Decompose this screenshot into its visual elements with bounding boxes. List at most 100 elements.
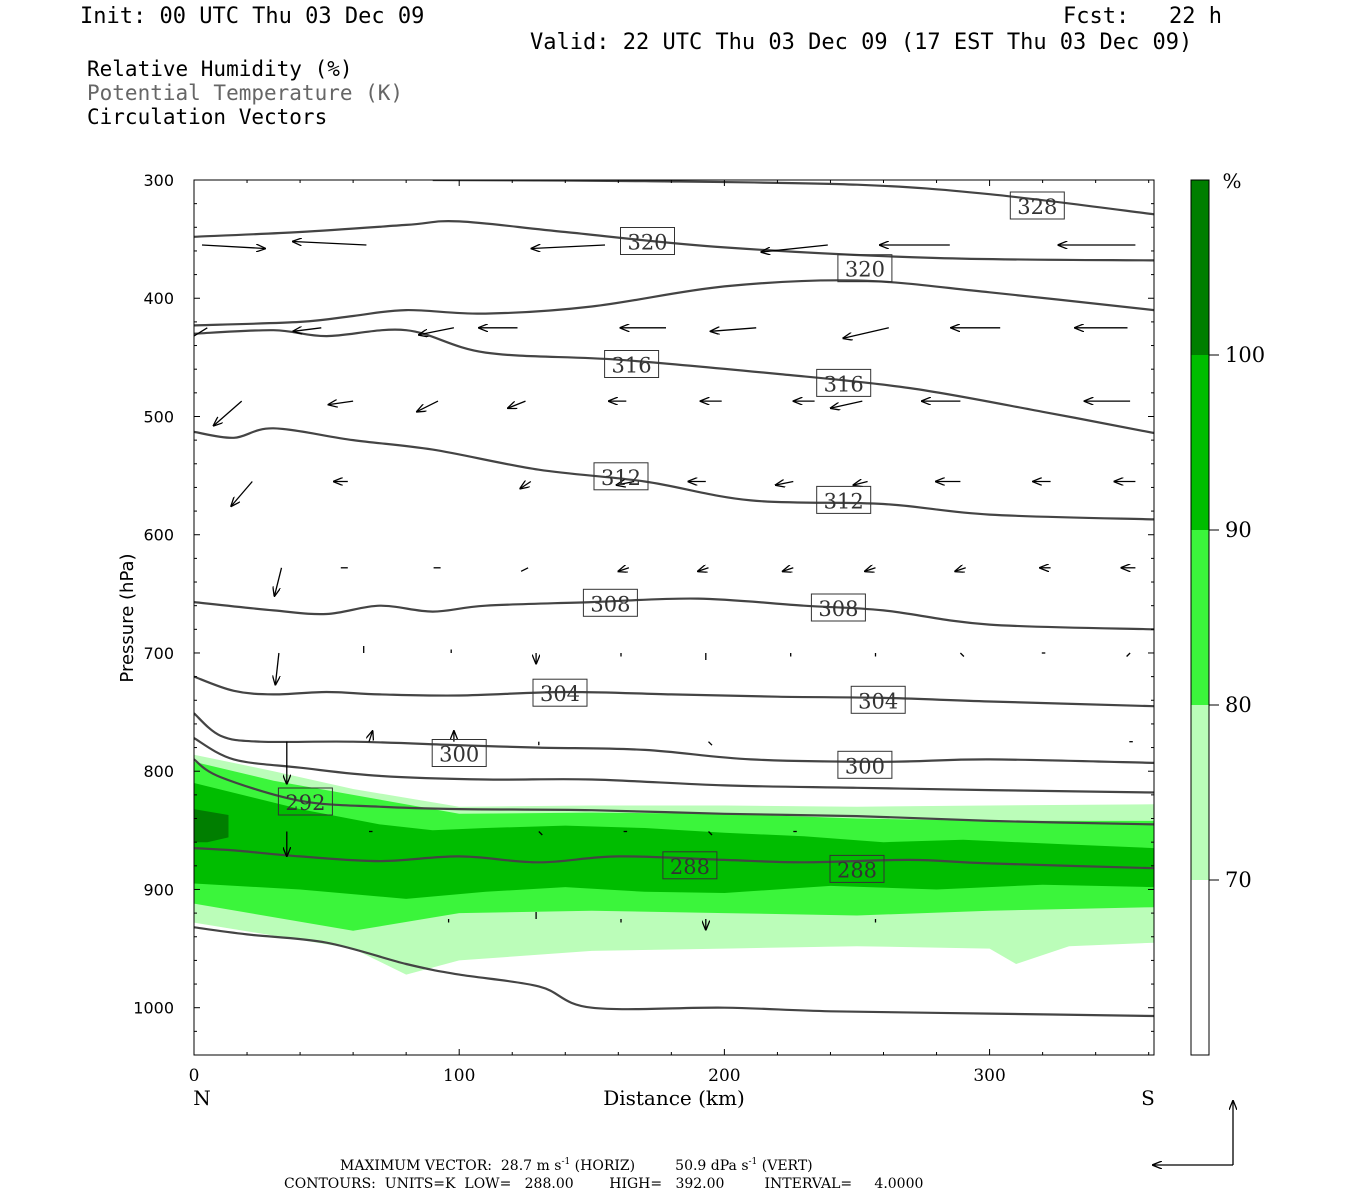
y-tick-label: 300 bbox=[143, 171, 174, 190]
contour-label-text: 300 bbox=[845, 754, 885, 778]
y-tick-label: 700 bbox=[143, 644, 174, 663]
circulation-vector bbox=[231, 481, 253, 507]
plot-frame bbox=[193, 179, 1155, 1056]
contour-label-text: 316 bbox=[612, 354, 652, 378]
contour-label-text: 328 bbox=[1017, 195, 1057, 219]
contour-label: 312 bbox=[593, 462, 649, 491]
contour-label-text: 312 bbox=[601, 466, 641, 490]
contour-label: 300 bbox=[431, 739, 487, 767]
y-tick-label: 800 bbox=[143, 762, 174, 781]
colorbar-segment bbox=[1191, 180, 1209, 355]
theta-contour-320 bbox=[194, 279, 1154, 327]
contour-label-text: 304 bbox=[540, 682, 580, 706]
circulation-vector bbox=[532, 245, 606, 249]
circulation-vector bbox=[520, 567, 529, 572]
circulation-vector bbox=[508, 400, 526, 408]
circulation-vector bbox=[520, 482, 532, 489]
contour-label-text: 304 bbox=[858, 689, 898, 713]
colorbar-level-label: 100 bbox=[1225, 343, 1265, 367]
x-tick-label: 100 bbox=[443, 1066, 475, 1086]
circulation-vector bbox=[618, 568, 630, 572]
theta-contour-300 bbox=[194, 712, 1154, 764]
contour-label-text: 312 bbox=[824, 489, 864, 513]
colorbar-segment bbox=[1191, 355, 1209, 530]
circulation-vector bbox=[214, 400, 243, 426]
axes: 300 400 500 600 700 800 900 1000 0 100 200 300 bbox=[133, 171, 1154, 1086]
theta-contour-292 bbox=[194, 758, 1154, 826]
contour-label: 312 bbox=[816, 485, 872, 514]
contour-label-box bbox=[816, 368, 872, 397]
x-tick-label: 0 bbox=[189, 1066, 200, 1086]
colorbar-unit: % bbox=[1222, 169, 1241, 193]
circulation-vector bbox=[865, 568, 876, 572]
circulation-vector bbox=[843, 327, 889, 339]
y-axis-label: Pressure (hPa) bbox=[117, 553, 138, 682]
circulation-vector bbox=[708, 741, 713, 746]
contour-label-box bbox=[620, 227, 675, 255]
contour-label: 288 bbox=[829, 854, 885, 883]
contour-label: 320 bbox=[837, 254, 893, 283]
endpoint-north: N bbox=[193, 1086, 211, 1110]
contour-label: 304 bbox=[850, 685, 906, 714]
circulation-vector bbox=[959, 652, 965, 657]
rh-region-90 bbox=[194, 783, 1154, 899]
x-tick-label: 300 bbox=[973, 1066, 1005, 1086]
contour-label-text: 292 bbox=[285, 791, 325, 815]
circulation-vector bbox=[275, 567, 283, 596]
legend-circulation-vectors: Circulation Vectors bbox=[87, 105, 328, 129]
theta-contour-304 bbox=[194, 675, 1154, 708]
contour-label: 328 bbox=[1009, 191, 1065, 220]
contour-label-box bbox=[593, 462, 649, 491]
colorbar-level-label: 70 bbox=[1225, 868, 1252, 892]
theta-contours bbox=[194, 180, 1154, 1018]
valid-time: Valid: 22 UTC Thu 03 Dec 09 (17 EST Thu … bbox=[530, 30, 1193, 55]
colorbar-segment bbox=[1191, 880, 1209, 1055]
max-vector-line: MAXIMUM VECTOR: 28.7 m s-1 (HORIZ) 50.9 … bbox=[340, 1157, 813, 1174]
contour-label-box bbox=[837, 750, 893, 779]
contour-label-box bbox=[829, 854, 885, 883]
circulation-vector bbox=[955, 568, 966, 572]
circulation-vector bbox=[369, 731, 373, 742]
contour-label: 292 bbox=[277, 787, 333, 816]
contour-label-box bbox=[604, 350, 660, 378]
contour-label-box bbox=[816, 485, 872, 514]
theta-contour-316 bbox=[194, 328, 1154, 435]
contour-label: 316 bbox=[816, 368, 872, 397]
x-tick-label: 200 bbox=[708, 1066, 740, 1086]
circulation-vector bbox=[708, 831, 713, 836]
colorbar-level-label: 80 bbox=[1225, 693, 1252, 717]
contour-label-box bbox=[582, 588, 638, 617]
theta-contour-324 bbox=[194, 220, 1154, 262]
circulation-vector bbox=[417, 400, 439, 412]
contour-label-box bbox=[431, 739, 487, 767]
circulation-vector bbox=[419, 327, 455, 335]
legend-potential-temperature: Potential Temperature (K) bbox=[87, 81, 404, 105]
circulation-vector bbox=[1126, 652, 1131, 657]
contour-label: 288 bbox=[662, 851, 718, 880]
contour-label-box bbox=[850, 685, 906, 714]
contour-label-text: 288 bbox=[670, 855, 710, 879]
circulation-vector bbox=[329, 401, 354, 405]
theta-contour-308 bbox=[194, 597, 1154, 631]
theta-contour-328 bbox=[432, 180, 1154, 216]
contour-label: 316 bbox=[604, 350, 660, 378]
circulation-vector bbox=[698, 568, 709, 572]
endpoint-south: S bbox=[1141, 1086, 1155, 1110]
y-tick-label: 1000 bbox=[133, 999, 174, 1018]
init-time: Init: 00 UTC Thu 03 Dec 09 bbox=[80, 4, 425, 29]
colorbar-segment bbox=[1191, 530, 1209, 705]
colorbar-level-label: 90 bbox=[1225, 518, 1252, 542]
max-vector-label: MAXIMUM VECTOR: bbox=[340, 1158, 492, 1174]
y-tick-label: 600 bbox=[143, 526, 174, 545]
circulation-vector bbox=[711, 328, 757, 332]
circulation-vector bbox=[776, 482, 794, 486]
contour-label: 300 bbox=[837, 750, 893, 779]
circulation-vector bbox=[831, 400, 863, 408]
contour-label-text: 288 bbox=[837, 858, 877, 882]
circulation-vector bbox=[201, 245, 265, 249]
contour-label-text: 300 bbox=[439, 743, 479, 767]
circulation-vector bbox=[293, 242, 367, 246]
theta-contour-284 bbox=[194, 926, 1154, 1018]
contour-label-box bbox=[1009, 191, 1065, 220]
